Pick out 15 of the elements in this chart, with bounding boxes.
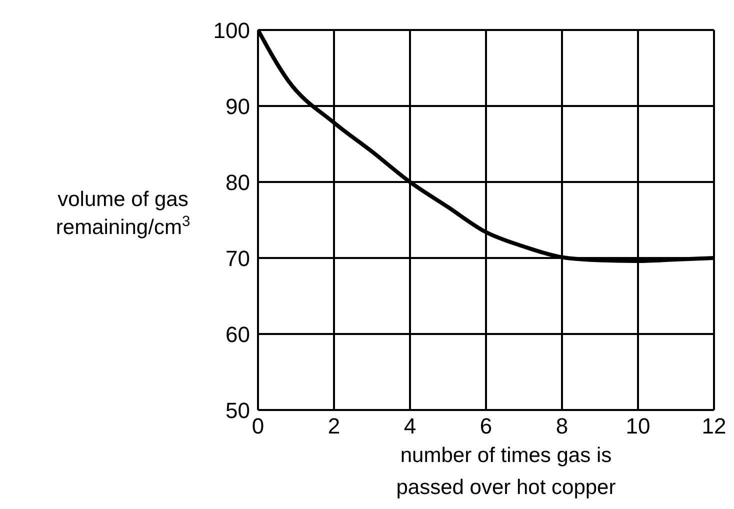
y-tick-label: 50: [226, 398, 250, 423]
y-tick-label: 70: [226, 246, 250, 271]
y-tick-label: 100: [213, 18, 250, 43]
y-axis-title: volume of gas remaining/cm$^{3}$: [56, 188, 190, 239]
x-tick-label: 6: [480, 414, 492, 439]
y-tick-label: 80: [226, 170, 250, 195]
x-tick-label: 8: [556, 414, 568, 439]
y-tick-label: 60: [226, 322, 250, 347]
x-tick-label: 10: [626, 414, 650, 439]
x-tick-label: 0: [252, 414, 264, 439]
x-tick-label: 12: [702, 414, 726, 439]
x-axis-title: number of times gas is passed over hot copper: [396, 444, 616, 499]
y-tick-label: 90: [226, 94, 250, 119]
x-tick-label: 2: [328, 414, 340, 439]
x-tick-label: 4: [404, 414, 416, 439]
